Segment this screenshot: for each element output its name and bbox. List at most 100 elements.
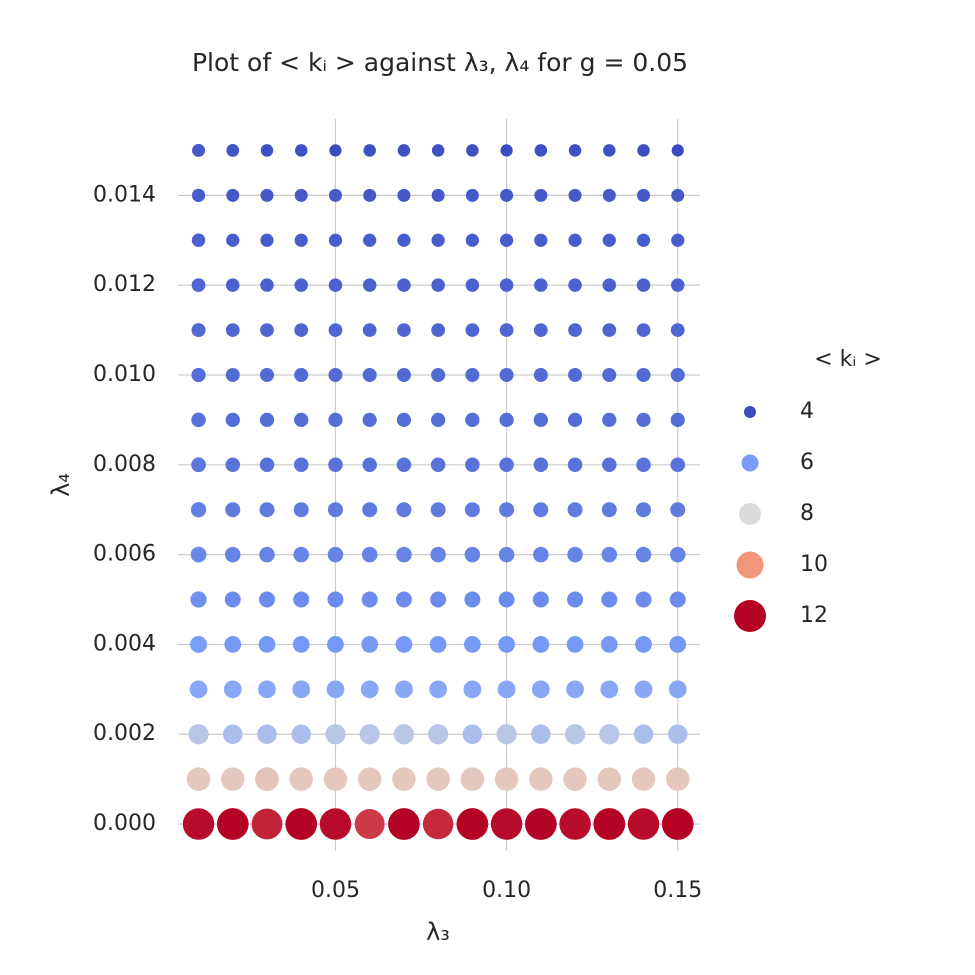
point <box>259 502 275 518</box>
x-axis-label: λ₃ <box>426 918 450 946</box>
point <box>635 546 652 563</box>
point <box>563 767 587 791</box>
point <box>465 412 480 428</box>
point <box>186 767 211 791</box>
point <box>498 591 515 608</box>
point <box>599 724 620 745</box>
point <box>602 233 616 247</box>
x-tick-label: 0.05 <box>311 878 360 903</box>
point <box>670 323 685 337</box>
point <box>191 323 206 338</box>
point <box>225 323 240 337</box>
point <box>524 808 557 840</box>
x-tick-label: 0.10 <box>482 878 531 903</box>
point <box>395 591 412 608</box>
point <box>533 502 549 518</box>
point <box>465 233 479 247</box>
point <box>294 412 309 428</box>
point <box>633 724 654 744</box>
point <box>259 412 275 428</box>
point <box>533 412 548 428</box>
point <box>636 233 651 247</box>
point <box>225 502 241 518</box>
point <box>354 809 385 840</box>
point <box>293 457 309 473</box>
point <box>431 233 445 247</box>
point <box>327 546 344 563</box>
y-tick-label: 0.006 <box>93 542 156 567</box>
point <box>257 724 277 744</box>
point <box>294 367 309 382</box>
point <box>532 636 550 653</box>
x-tick-label: 0.15 <box>653 878 702 903</box>
point <box>600 680 619 699</box>
point <box>226 233 240 247</box>
point <box>260 144 274 157</box>
point <box>223 680 242 699</box>
point <box>323 767 348 791</box>
y-tick-label: 0.008 <box>93 452 156 477</box>
point <box>430 457 446 473</box>
point <box>637 144 650 157</box>
point <box>361 546 378 563</box>
point <box>292 680 311 699</box>
point <box>328 457 343 473</box>
point <box>191 412 206 428</box>
point <box>670 546 686 563</box>
point <box>602 457 617 473</box>
point <box>636 367 651 382</box>
point <box>499 502 515 518</box>
point <box>559 808 591 840</box>
point <box>363 233 377 247</box>
point <box>669 636 687 653</box>
point <box>500 144 513 157</box>
point <box>221 767 245 791</box>
point <box>327 636 344 653</box>
point <box>564 724 586 745</box>
point <box>328 278 343 292</box>
point <box>497 680 516 699</box>
point <box>500 188 514 202</box>
point <box>396 457 412 473</box>
point <box>216 808 249 840</box>
point <box>567 412 583 428</box>
point <box>328 367 343 382</box>
point <box>631 767 656 791</box>
point <box>669 591 686 608</box>
point <box>498 546 515 563</box>
point <box>597 767 622 791</box>
point <box>397 278 411 292</box>
legend-marker <box>734 600 766 632</box>
point <box>294 233 308 247</box>
point <box>670 502 686 518</box>
point <box>532 591 549 608</box>
point <box>499 278 514 292</box>
point <box>362 367 377 382</box>
point <box>499 367 514 382</box>
point <box>226 278 240 292</box>
point <box>190 502 207 518</box>
legend-marker <box>736 551 764 579</box>
point <box>462 724 483 744</box>
point <box>496 724 517 745</box>
point <box>260 323 274 337</box>
point <box>529 767 553 791</box>
point <box>636 412 651 428</box>
point <box>328 188 342 202</box>
point <box>396 546 412 563</box>
point <box>567 591 584 608</box>
point <box>191 278 206 293</box>
point <box>601 591 618 608</box>
point <box>627 808 660 840</box>
point <box>460 767 485 791</box>
point <box>223 724 243 744</box>
point <box>294 144 308 157</box>
point <box>568 323 582 337</box>
legend-label: 8 <box>800 501 814 526</box>
point <box>182 808 215 840</box>
point <box>396 502 412 518</box>
point <box>661 808 694 840</box>
legend-label: 12 <box>800 603 828 628</box>
point <box>670 412 685 428</box>
point <box>191 188 206 202</box>
